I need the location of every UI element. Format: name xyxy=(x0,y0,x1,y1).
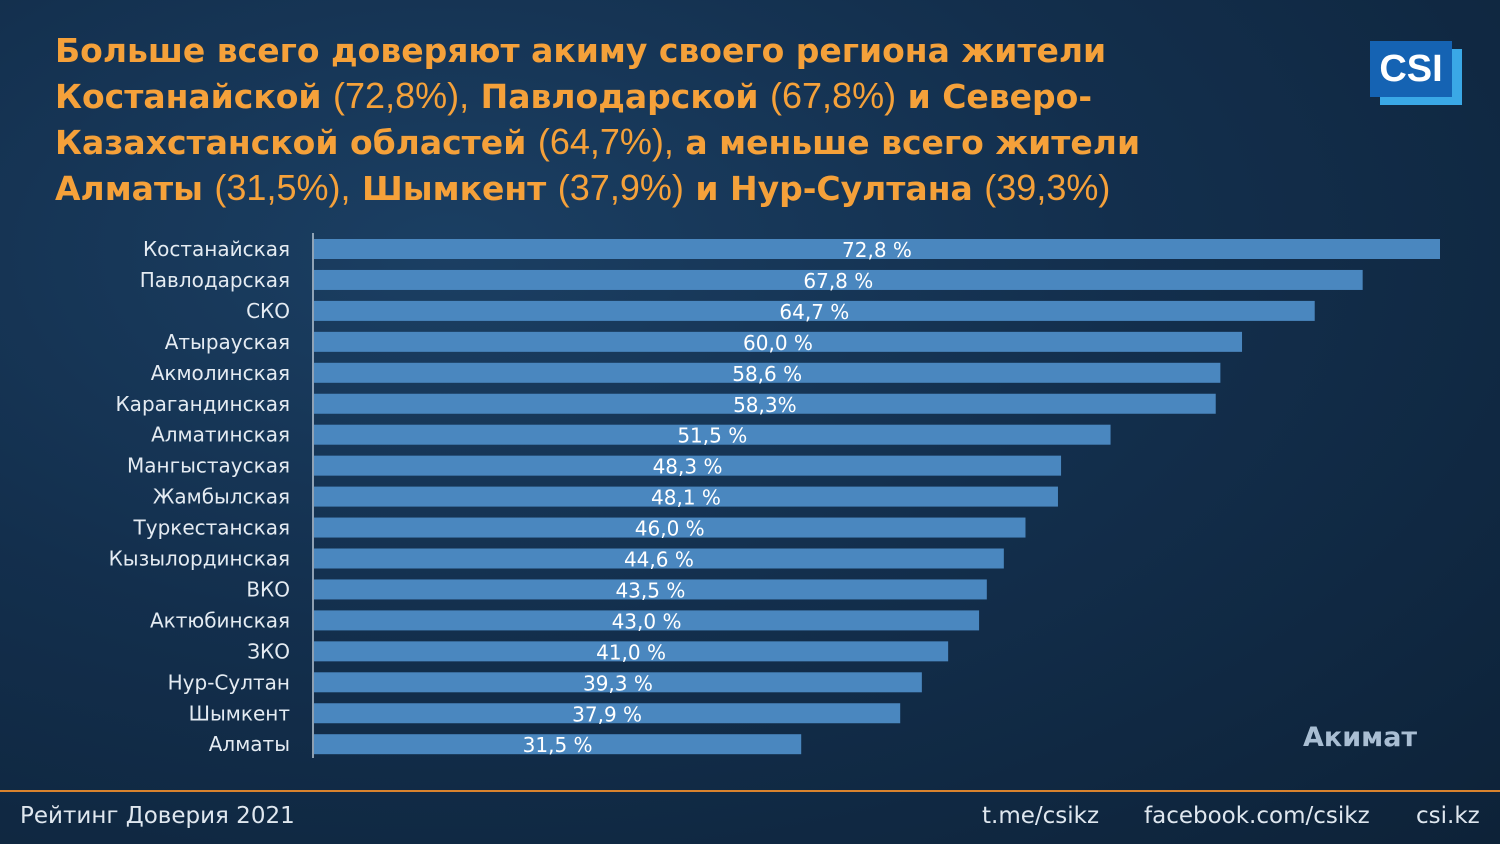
footer-facebook-link[interactable]: facebook.com/csikz xyxy=(1144,803,1370,829)
bar xyxy=(314,672,922,693)
category-label: Акмолинская xyxy=(151,361,290,385)
headline-line-3: Казахстанской областей (64,7%), а меньше… xyxy=(55,121,1141,162)
bar xyxy=(314,393,1216,414)
data-label: 43,0 % xyxy=(612,609,682,633)
bar xyxy=(314,703,901,724)
bar xyxy=(314,641,949,662)
category-label: Алматинская xyxy=(151,423,290,447)
footer-divider xyxy=(0,790,1500,792)
data-label: 46,0 % xyxy=(635,517,705,541)
category-label: СКО xyxy=(246,299,290,323)
category-label: Мангыстауская xyxy=(127,454,290,478)
bar xyxy=(314,300,1315,321)
data-label: 58,3% xyxy=(733,393,797,417)
bar xyxy=(314,331,1243,352)
bar xyxy=(314,362,1221,383)
footer-telegram-link[interactable]: t.me/csikz xyxy=(982,803,1100,829)
category-label: Костанайская xyxy=(143,237,290,261)
data-label: 48,3 % xyxy=(653,455,723,479)
footer-report-title: Рейтинг Доверия 2021 xyxy=(20,803,295,829)
data-label: 72,8 % xyxy=(842,238,912,262)
category-label: ВКО xyxy=(246,577,290,601)
bar xyxy=(314,517,1026,538)
bar-chart: Костанайская 72,8 % Павлодарская 67,8 % СКО 6… xyxy=(109,233,1440,758)
data-label: 31,5 % xyxy=(523,733,593,757)
series-label: Акимат xyxy=(1303,722,1418,753)
data-label: 60,0 % xyxy=(743,331,813,355)
data-label: 41,0 % xyxy=(596,640,666,664)
category-label: Актюбинская xyxy=(150,608,290,632)
headline-line-1: Больше всего доверяют акиму своего регио… xyxy=(55,31,1107,70)
bar xyxy=(314,548,1004,569)
category-label: Шымкент xyxy=(189,701,291,725)
category-label: Павлодарская xyxy=(140,268,290,292)
bar xyxy=(314,424,1111,445)
category-label: Жамбылская xyxy=(153,485,290,509)
footer-site-link[interactable]: csi.kz xyxy=(1416,803,1480,829)
bar xyxy=(314,610,980,631)
headline-line-4: Алматы (31,5%), Шымкент (37,9%) и Нур-Су… xyxy=(55,167,1111,208)
data-label: 58,6 % xyxy=(732,362,802,386)
data-label: 44,6 % xyxy=(624,548,694,572)
logo-text: CSI xyxy=(1370,41,1452,97)
data-label: 37,9 % xyxy=(572,702,642,726)
bar xyxy=(314,455,1062,476)
category-label: Алматы xyxy=(209,732,290,756)
category-label: Туркестанская xyxy=(133,516,290,540)
bar xyxy=(314,734,802,755)
category-label: Атырауская xyxy=(165,330,290,354)
category-label: Карагандинская xyxy=(115,392,290,416)
bar xyxy=(314,486,1058,507)
data-label: 39,3 % xyxy=(583,671,653,695)
bar xyxy=(314,239,1440,259)
bar xyxy=(314,269,1363,290)
category-label: Кызылординская xyxy=(109,547,290,571)
bar xyxy=(314,579,987,600)
headline: Больше всего доверяют акиму своего регио… xyxy=(55,28,1245,211)
data-label: 43,5 % xyxy=(615,578,685,602)
data-label: 67,8 % xyxy=(803,269,873,293)
category-label: ЗКО xyxy=(247,639,290,663)
data-label: 51,5 % xyxy=(677,424,747,448)
data-label: 64,7 % xyxy=(779,300,849,324)
category-label: Нур-Султан xyxy=(168,670,290,694)
data-label: 48,1 % xyxy=(651,486,721,510)
csi-logo: CSI xyxy=(1370,41,1462,105)
headline-line-2: Костанайской (72,8%), Павлодарской (67,8… xyxy=(55,75,1093,116)
